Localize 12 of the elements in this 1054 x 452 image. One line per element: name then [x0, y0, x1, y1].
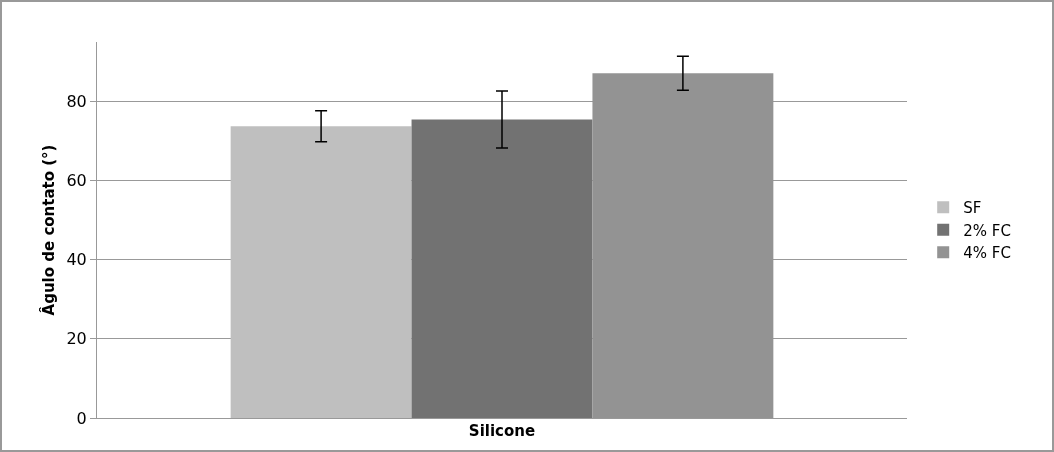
- y-tick-label: 60: [66, 171, 87, 191]
- bar: [230, 126, 412, 418]
- y-tick-label: 80: [66, 91, 87, 111]
- y-tick-label: 20: [66, 329, 87, 349]
- legend-label: 4% FC: [963, 244, 1011, 263]
- y-tick-label: 40: [66, 250, 87, 270]
- x-axis-title: Silicone: [468, 422, 536, 441]
- legend-label: SF: [963, 199, 982, 218]
- y-tick-label: 0: [76, 408, 87, 428]
- bar: [411, 119, 593, 418]
- y-axis-title: Âgulo de contato (°): [38, 144, 58, 316]
- legend-label: 2% FC: [963, 221, 1011, 240]
